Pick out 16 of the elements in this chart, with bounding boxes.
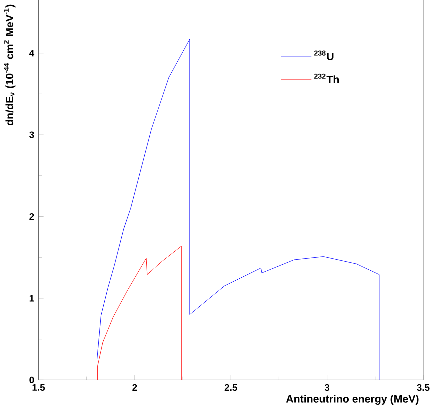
y-tick-label: 1 [30, 295, 34, 302]
x-tick-label: 1.5 [32, 384, 46, 391]
x-axis-title: Antineutrino energy (MeV) [286, 395, 419, 406]
x-tick-label: 2.5 [224, 384, 238, 392]
legend-label: $^{238}$U [314, 50, 334, 60]
y-tick-label: 4 [29, 50, 35, 57]
x-tick-label: 2 [132, 384, 138, 392]
x-tick-label: 3 [324, 384, 330, 392]
line-series [97, 39, 380, 380]
y-tick-label: 2 [30, 213, 34, 220]
x-tick-label: 3.5 [417, 384, 430, 392]
y-tick-label: 0 [30, 376, 34, 384]
y-tick-label: 3 [30, 132, 34, 138]
line-series [98, 246, 182, 380]
text: dn/dE$_{ν}$ (10$^{-44}$ cm$^{2}$ MeV$^{-1}$) [4, 4, 16, 126]
legend-label: $^{232}$Th [314, 74, 340, 84]
